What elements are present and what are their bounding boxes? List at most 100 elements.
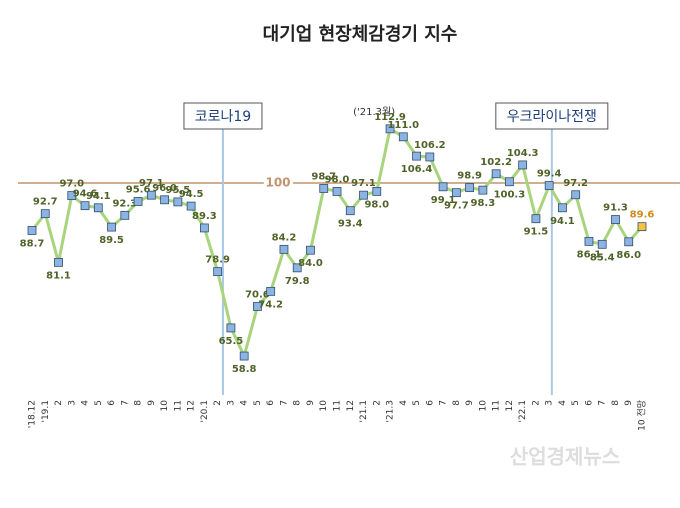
marker <box>306 245 315 255</box>
marker <box>93 203 103 213</box>
value-label: 98.0 <box>364 199 389 210</box>
chart-title: 대기업 현장체감경기 지수 <box>263 24 458 45</box>
marker <box>398 132 408 142</box>
x-tick-label: '20.1 <box>200 400 210 423</box>
value-label: 94.5 <box>179 189 204 200</box>
x-tick-label: 10 <box>478 400 488 412</box>
value-label: 86.1 <box>577 249 602 260</box>
marker <box>160 195 170 205</box>
x-tick-label: 6 <box>107 400 117 406</box>
x-tick-label: 6 <box>425 400 435 406</box>
value-label: 97.1 <box>351 178 376 189</box>
value-label: 86.0 <box>616 250 641 261</box>
marker <box>319 184 329 193</box>
value-label: 112.9 <box>374 112 406 123</box>
value-label: 98.9 <box>457 171 482 182</box>
x-tick-label: 11 <box>333 400 343 411</box>
x-tick-label: '21.3 <box>386 400 396 423</box>
x-tick-label: 5 <box>253 400 263 406</box>
value-label: 84.0 <box>298 258 323 269</box>
value-label: 94.6 <box>73 189 98 200</box>
marker <box>186 201 196 211</box>
marker <box>531 214 541 224</box>
marker <box>146 190 156 200</box>
x-tick-label: 8 <box>134 400 144 406</box>
marker <box>518 160 528 170</box>
value-label: 70.6 <box>245 289 270 300</box>
x-tick-label: '19.1 <box>41 400 51 423</box>
x-tick-label: 5 <box>94 400 104 406</box>
event-label: 코로나19 <box>195 109 251 125</box>
x-tick-label: 6 <box>266 400 276 406</box>
x-tick-label: 4 <box>81 400 91 406</box>
value-label: 78.9 <box>205 255 230 266</box>
value-label: 95.5 <box>166 185 191 196</box>
x-tick-label: 9 <box>624 400 634 406</box>
value-label: 95.6 <box>126 184 151 195</box>
x-tick-label: 12 <box>346 400 356 411</box>
x-tick-label: 2 <box>54 400 64 406</box>
x-tick-label: 5 <box>571 400 581 406</box>
marker <box>412 151 421 161</box>
event-label: 우크라이나전쟁 <box>507 109 597 125</box>
marker <box>266 286 276 296</box>
peak-note: ('21.3월) <box>353 106 395 118</box>
marker <box>372 186 382 196</box>
x-tick-label: 2 <box>372 400 382 406</box>
value-label: 93.4 <box>338 219 363 230</box>
x-tick-label: 7 <box>439 400 449 406</box>
value-label: 111.0 <box>387 120 419 131</box>
marker <box>279 244 289 254</box>
marker <box>239 351 249 361</box>
x-tick-label: 11 <box>492 400 502 411</box>
value-label: 102.2 <box>480 157 512 168</box>
x-tick-label: 10 <box>160 400 170 412</box>
event-box <box>183 102 263 130</box>
marker <box>292 263 302 273</box>
x-tick-label: 2 <box>531 400 541 406</box>
marker <box>133 197 143 206</box>
value-label: 97.0 <box>59 179 84 190</box>
marker <box>226 323 236 333</box>
value-label: 92.3 <box>112 198 137 209</box>
marker <box>451 188 461 198</box>
value-label: 91.3 <box>603 203 628 214</box>
value-label: 89.3 <box>192 211 217 222</box>
x-tick-label: 9 <box>147 400 157 406</box>
value-label: 97.1 <box>139 178 164 189</box>
value-label: 85.4 <box>590 252 615 263</box>
marker <box>213 267 223 277</box>
x-tick-label: 8 <box>452 400 462 406</box>
x-tick-label: 4 <box>399 400 409 406</box>
x-tick-label: 4 <box>240 400 250 406</box>
value-label: 98.7 <box>311 171 336 182</box>
value-label: 96.0 <box>152 183 177 194</box>
value-label: 97.2 <box>563 178 588 189</box>
marker <box>558 203 567 213</box>
value-label: 65.5 <box>219 336 244 347</box>
x-tick-label: 6 <box>584 400 594 406</box>
value-label: 99.1 <box>431 195 456 206</box>
x-tick-label: '18.12 <box>28 400 38 428</box>
marker <box>597 239 607 249</box>
value-label: 79.8 <box>285 276 310 287</box>
marker <box>173 197 183 207</box>
x-tick-label: 7 <box>120 400 130 406</box>
value-label: 92.7 <box>33 197 58 208</box>
marker <box>611 215 620 224</box>
x-tick-label: 10 전망 <box>637 400 648 431</box>
marker <box>67 191 77 201</box>
reference-label: 100 <box>265 176 290 190</box>
value-label: 81.1 <box>46 270 71 281</box>
value-label: 94.1 <box>86 191 111 202</box>
value-label: 104.3 <box>507 148 539 159</box>
x-tick-label: 12 <box>505 400 515 411</box>
marker <box>253 302 262 311</box>
value-label: 106.2 <box>414 140 446 151</box>
marker <box>199 223 209 233</box>
marker <box>80 201 90 211</box>
marker <box>624 237 634 247</box>
x-tick-label: 7 <box>598 400 608 406</box>
x-tick-label: 3 <box>226 400 236 406</box>
